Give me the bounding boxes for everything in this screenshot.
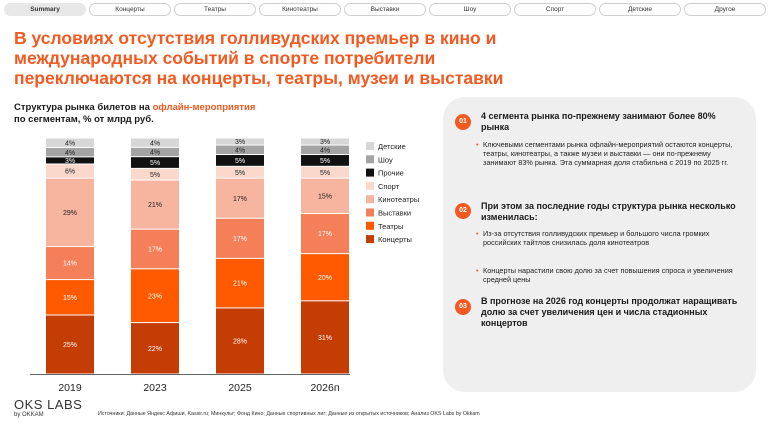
bar-value-label: 4%	[65, 140, 75, 147]
point-number-badge: 01	[455, 114, 471, 130]
bar-value-label: 21%	[233, 281, 247, 288]
tab-exhibitions[interactable]: Выставки	[344, 3, 426, 16]
page-headline: В условиях отсутствия голливудских премь…	[14, 28, 574, 88]
point-title: При этом за последние годы структура рын…	[481, 201, 741, 223]
tab-sport[interactable]: Спорт	[514, 3, 596, 16]
tab-theatres[interactable]: Театры	[174, 3, 256, 16]
bar-value-label: 17%	[233, 196, 247, 203]
point-bullet: Ключевыми сегментами рынка офлайн-меропр…	[483, 140, 743, 168]
legend-swatch	[366, 169, 374, 177]
bar-value-label: 17%	[148, 247, 162, 254]
legend-label: Прочие	[378, 169, 404, 178]
legend-swatch	[366, 195, 374, 203]
bar-value-label: 3%	[320, 139, 330, 146]
chart-subtitle-pre: Структура рынка билетов на	[14, 102, 153, 113]
bar-value-label: 22%	[148, 346, 162, 353]
bar-value-label: 4%	[150, 140, 160, 147]
legend-label: Спорт	[378, 182, 400, 191]
legend-label: Выставки	[378, 209, 411, 218]
bar-value-label: 3%	[235, 139, 245, 146]
tab-show[interactable]: Шоу	[429, 3, 511, 16]
legend-swatch	[366, 142, 374, 150]
bar-value-label: 4%	[235, 147, 245, 154]
x-tick-label: 2023	[143, 382, 167, 394]
bar-value-label: 5%	[235, 158, 245, 165]
bar-value-label: 6%	[65, 169, 75, 176]
x-tick-label: 2019	[58, 382, 82, 394]
bar-value-label: 5%	[320, 158, 330, 165]
bar-value-label: 5%	[150, 172, 160, 179]
x-tick-label: 2025	[228, 382, 252, 394]
legend-swatch	[366, 222, 374, 230]
legend-label: Шоу	[378, 155, 393, 164]
bar-value-label: 23%	[148, 293, 162, 300]
x-tick-label: 2026п	[310, 382, 339, 394]
stacked-bar-chart: 25%15%14%29%6%3%4%4%201922%23%17%21%5%5%…	[0, 130, 440, 400]
tab-cinemas[interactable]: Кинотеатры	[259, 3, 341, 16]
insights-panel: 01 4 сегмента рынка по-прежнему занимают…	[443, 97, 756, 392]
bar-value-label: 15%	[318, 193, 332, 200]
sources-note: Источники: Данные Яндекс Афиши, Kassir.r…	[98, 411, 480, 417]
bar-value-label: 4%	[65, 150, 75, 157]
bar-value-label: 4%	[150, 150, 160, 157]
bar-value-label: 4%	[320, 147, 330, 154]
bar-value-label: 29%	[63, 210, 77, 217]
bar-value-label: 5%	[235, 170, 245, 177]
point-number-badge: 03	[455, 299, 471, 315]
bar-value-label: 5%	[150, 160, 160, 167]
top-tab-bar: Summary Концерты Театры Кинотеатры Выста…	[4, 3, 764, 17]
point-title: В прогнозе на 2026 год концерты продолжа…	[481, 296, 741, 329]
tab-kids[interactable]: Детские	[599, 3, 681, 16]
legend-swatch	[366, 155, 374, 163]
point-title: 4 сегмента рынка по-прежнему занимают бо…	[481, 111, 741, 133]
bar-value-label: 31%	[318, 335, 332, 342]
legend-label: Концерты	[378, 235, 412, 244]
point-bullet: Из-за отсутствия голливудских премьер и …	[483, 229, 743, 247]
bar-value-label: 14%	[63, 261, 77, 268]
legend-swatch	[366, 235, 374, 243]
legend-label: Театры	[378, 222, 403, 231]
chart-subtitle: Структура рынка билетов на офлайн-меропр…	[14, 102, 334, 125]
legend-swatch	[366, 182, 374, 190]
logo-subtext: by OKKAM	[14, 412, 82, 419]
bar-value-label: 17%	[233, 236, 247, 243]
tab-other[interactable]: Другое	[684, 3, 766, 16]
legend-label: Кинотеатры	[378, 195, 419, 204]
chart-subtitle-highlight: офлайн-мероприятия	[153, 102, 256, 113]
bar-value-label: 17%	[318, 231, 332, 238]
point-bullet: Концерты нарастили свою долю за счет пов…	[483, 266, 743, 284]
bar-value-label: 28%	[233, 339, 247, 346]
bar-value-label: 3%	[65, 158, 75, 165]
legend-label: Детские	[378, 142, 406, 151]
chart-subtitle-post: по сегментам, % от млрд руб.	[14, 114, 154, 125]
tab-summary[interactable]: Summary	[4, 3, 86, 16]
bar-value-label: 20%	[318, 275, 332, 282]
bar-value-label: 15%	[63, 295, 77, 302]
bar-value-label: 21%	[148, 202, 162, 209]
tab-concerts[interactable]: Концерты	[89, 3, 171, 16]
logo-text: OKS LABS	[14, 398, 82, 412]
oks-labs-logo: OKS LABS by OKKAM	[14, 398, 82, 419]
bar-value-label: 25%	[63, 342, 77, 349]
point-number-badge: 02	[455, 203, 471, 219]
bar-value-label: 5%	[320, 170, 330, 177]
legend-swatch	[366, 209, 374, 217]
